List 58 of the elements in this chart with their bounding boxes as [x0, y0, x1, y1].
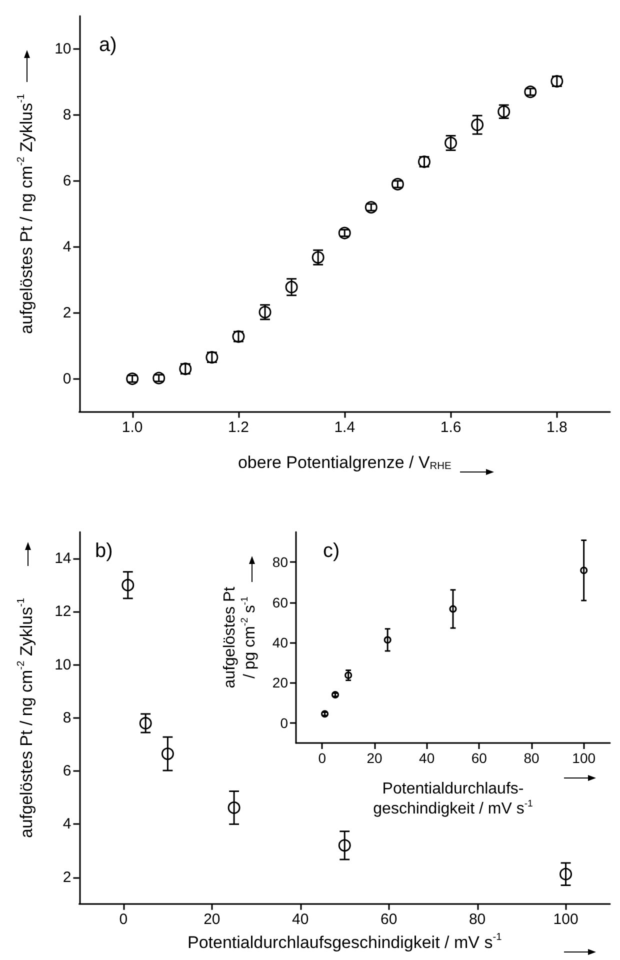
y-tick-label: 4: [62, 816, 72, 833]
y-tick-label: 40: [272, 634, 288, 651]
point: [384, 636, 392, 644]
y-tick-label: 14: [54, 550, 72, 568]
point: [524, 86, 537, 98]
chart-title: b): [95, 540, 113, 562]
point: [338, 839, 351, 852]
y-tick-label: 12: [54, 603, 72, 620]
x-tick-label: 1.6: [440, 418, 462, 436]
x-tick-label: 0: [318, 750, 326, 766]
x-tick-label: 60: [380, 910, 398, 928]
point: [285, 280, 298, 294]
x-tick-label: 80: [468, 910, 486, 928]
y-tick-label: 0: [62, 370, 72, 388]
y-axis-title: aufgelöstes Pt / ng cm-2 Zyklus-1: [16, 93, 36, 334]
x-tick-label: 100: [572, 750, 596, 766]
point: [344, 672, 352, 680]
point: [364, 201, 378, 214]
point: [471, 118, 484, 132]
y-tick-label: 2: [62, 868, 72, 886]
x-tick-label: 1.4: [334, 418, 356, 436]
y-tick-label: 80: [272, 554, 288, 570]
y-tick-label: 4: [62, 238, 72, 256]
point: [391, 178, 404, 190]
x-axis-title: obere Potentialgrenze / VRHE: [238, 452, 452, 472]
point: [449, 605, 457, 613]
y-tick-label: 60: [272, 594, 288, 610]
point: [161, 748, 174, 760]
x-tick-label: 20: [204, 910, 220, 928]
y-tick-label: 6: [62, 172, 72, 190]
point: [580, 566, 588, 574]
text: a): [99, 34, 117, 56]
x-tick-label: 20: [366, 750, 382, 766]
point: [126, 372, 139, 386]
y-tick-label: 2: [62, 304, 72, 322]
point: [560, 868, 572, 880]
x-tick-label: 0: [119, 910, 128, 928]
y-tick-label: 8: [62, 709, 72, 726]
y-axis-title: aufgelöstes Pt / ng cm-2 Zyklus-1: [16, 598, 36, 838]
y-tick-label: 10: [54, 656, 72, 674]
x-tick-label: 60: [471, 750, 488, 766]
y-tick-label: 20: [272, 674, 288, 691]
y-tick-label: 0: [280, 714, 288, 731]
point: [122, 578, 134, 592]
x-tick-label: 1.2: [228, 418, 249, 436]
x-tick-label: 1.8: [546, 418, 568, 436]
chart-title: c): [323, 540, 340, 562]
point: [152, 372, 166, 384]
x-tick-label: 40: [292, 910, 309, 928]
y-tick-label: 8: [62, 106, 72, 124]
y-tick-label: 10: [54, 40, 72, 58]
x-tick-label: 100: [553, 910, 578, 928]
x-tick-label: 80: [524, 750, 540, 766]
x-tick-label: 40: [419, 750, 435, 766]
point: [228, 801, 240, 814]
x-tick-label: 1.0: [122, 418, 143, 436]
y-tick-label: 6: [62, 762, 72, 780]
point: [139, 716, 152, 730]
